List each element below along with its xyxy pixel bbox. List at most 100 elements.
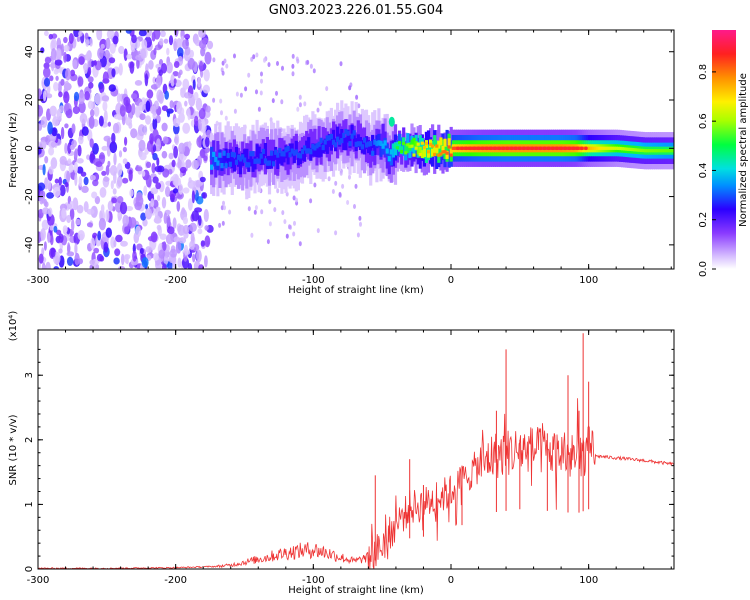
noise-blob [288, 224, 291, 230]
ridge-cell [329, 133, 333, 140]
noise-blob [47, 213, 55, 227]
noise-blob [162, 168, 170, 178]
noise-blob [150, 198, 155, 208]
ridge-cell [412, 139, 416, 156]
noise-blob [163, 212, 168, 224]
noise-blob [327, 176, 331, 182]
ridge-cell [424, 147, 428, 163]
ridge-cell [426, 130, 431, 157]
noise-blob [131, 34, 137, 44]
noise-blob [56, 48, 62, 60]
ridge-cell [356, 134, 360, 148]
noise-blob [43, 62, 50, 69]
ridge-cell [590, 146, 594, 150]
noise-blob [212, 57, 216, 63]
noise-blob [146, 89, 154, 99]
noise-blob [139, 152, 147, 161]
noise-blob [339, 61, 343, 67]
noise-blob [144, 208, 153, 220]
ridge-cell [292, 136, 296, 163]
noise-blob [129, 217, 137, 228]
noise-blob [316, 228, 320, 234]
noise-blob [154, 215, 161, 224]
ridge-cell [412, 153, 416, 157]
ridge-cell [311, 143, 315, 150]
noise-blob [79, 113, 88, 124]
noise-blob [181, 207, 186, 215]
ridge-cell [286, 146, 290, 152]
noise-blob [62, 225, 68, 234]
noise-blob [129, 61, 135, 74]
peak-dot [501, 146, 506, 151]
peak-dot [567, 146, 572, 151]
noise-blob [101, 95, 110, 102]
noise-blob [280, 99, 284, 105]
noise-blob [88, 82, 94, 89]
ridge-cell [449, 153, 453, 157]
noise-blob [63, 91, 70, 104]
ridge-cell [344, 128, 348, 135]
noise-blob [78, 56, 85, 65]
noise-blob [244, 86, 248, 92]
noise-blob [48, 166, 54, 175]
ridge-cell [418, 146, 422, 155]
noise-blob [150, 105, 156, 115]
noise-blob [166, 61, 173, 74]
noise-blob [254, 205, 258, 211]
ridge-cell [315, 144, 319, 158]
ridge-cell [230, 151, 234, 157]
colorbar: 0.0 0.2 0.4 0.6 0.8 Normalized spectral ampl… [698, 30, 749, 277]
noise-blob [77, 230, 85, 241]
ridge-cell [635, 148, 639, 152]
noise-blob [151, 162, 156, 174]
noise-blob [71, 218, 75, 232]
ridge-cell [414, 141, 418, 150]
noise-blob [86, 208, 95, 215]
ridge-cell [222, 150, 226, 156]
ridge-cell [226, 153, 230, 167]
ridge-cell [447, 140, 451, 168]
noise-blob [53, 81, 59, 92]
ridge-cell [280, 138, 284, 165]
ridge-cell [300, 148, 305, 155]
ridge-cell [336, 126, 340, 140]
ridge-cell [447, 138, 451, 147]
noise-blob [41, 219, 49, 231]
noise-blob [145, 203, 149, 210]
ridge-cell [307, 137, 311, 151]
noise-blob [341, 183, 345, 189]
noise-blob [187, 57, 196, 70]
noise-blob [77, 144, 82, 157]
noise-blob [189, 222, 197, 232]
noise-blob [134, 80, 143, 86]
noise-blob [222, 200, 225, 206]
noise-blob [192, 79, 196, 90]
noise-blob [121, 177, 129, 184]
noise-blob [85, 51, 91, 62]
ridge-cell [592, 146, 596, 150]
ridge-cell [600, 146, 604, 150]
ridge-cell [387, 156, 391, 162]
noise-blob [199, 176, 206, 183]
ridge-cell [433, 135, 437, 151]
noise-blob [76, 36, 81, 42]
ridge-cell [298, 153, 303, 159]
ridge-cell [270, 150, 274, 156]
noise-blob [88, 115, 95, 129]
noise-blob [298, 102, 302, 108]
noise-blob [303, 101, 307, 107]
peak-dot [522, 146, 526, 151]
noise-blob [97, 47, 104, 60]
noise-blob [183, 244, 189, 256]
noise-blob [293, 220, 296, 226]
ridge-cell [383, 140, 387, 146]
noise-blob [152, 76, 157, 85]
noise-blob [50, 48, 57, 61]
noise-blob [203, 209, 209, 222]
noise-blob [90, 109, 95, 118]
noise-blob [348, 85, 352, 91]
noise-blob [152, 152, 158, 161]
noise-blob [93, 106, 100, 117]
noise-blob [191, 190, 195, 204]
